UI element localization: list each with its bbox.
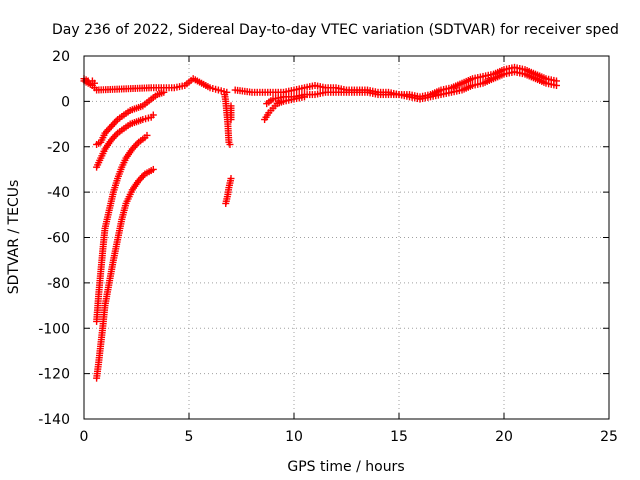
y-tick-label: -20: [47, 140, 70, 156]
y-tick-label: -60: [47, 231, 70, 247]
x-tick-label: 15: [390, 429, 408, 445]
x-tick-label: 0: [80, 429, 89, 445]
chart-title: Day 236 of 2022, Sidereal Day-to-day VTE…: [52, 22, 619, 38]
data-point-fill: [112, 131, 120, 139]
y-axis-label: SDTVAR / TECUs: [6, 180, 22, 295]
x-axis-label: GPS time / hours: [287, 459, 404, 475]
data-point-fill: [104, 126, 112, 134]
x-tick-label: 25: [600, 429, 618, 445]
data-point: [91, 79, 98, 87]
x-tick-label: 20: [495, 429, 513, 445]
axis-ticks: [83, 55, 610, 420]
data-point-fill: [109, 121, 117, 129]
y-tick-label: 20: [52, 49, 70, 65]
data-point: [227, 175, 235, 183]
data-point: [149, 111, 157, 119]
data-point: [301, 93, 308, 101]
plot-area: [80, 63, 560, 382]
axis-tick-labels: 0 5 10 15 20 25 -140 -120 -100 -80 -60 -40 -20 0 20: [38, 49, 618, 445]
data-point-fill: [112, 117, 120, 125]
y-tick-label: -80: [47, 276, 70, 292]
data-point: [226, 140, 234, 148]
data-point: [143, 131, 151, 139]
y-tick-label: -40: [47, 185, 70, 201]
data-point: [227, 102, 235, 110]
x-tick-label: 10: [285, 429, 303, 445]
y-tick-label: -100: [38, 321, 70, 337]
y-tick-label: 0: [61, 94, 70, 110]
grid: [84, 56, 609, 419]
data-point: [553, 81, 560, 89]
data-point: [160, 88, 168, 96]
y-tick-label: -120: [38, 367, 70, 383]
y-tick-label: -140: [38, 412, 70, 428]
data-point: [149, 165, 157, 173]
x-tick-label: 5: [185, 429, 194, 445]
plot-frame: [83, 55, 610, 420]
data-point-fill: [106, 124, 114, 132]
